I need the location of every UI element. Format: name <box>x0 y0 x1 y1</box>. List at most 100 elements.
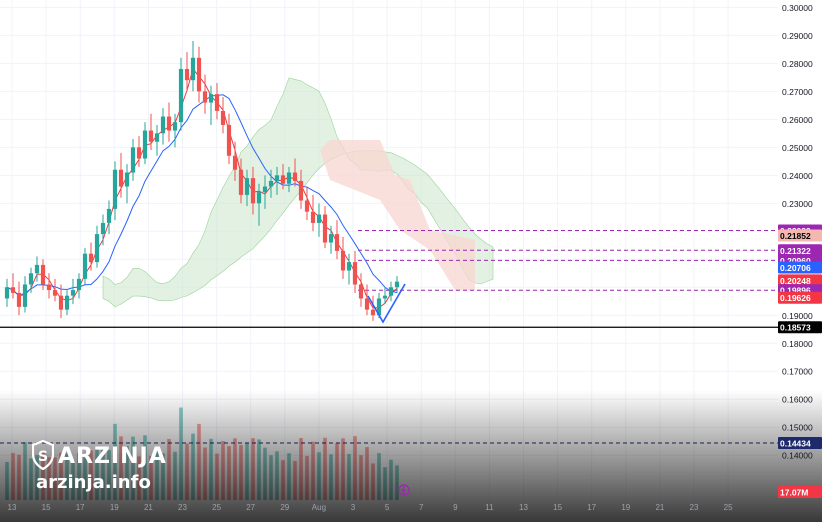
candle-body <box>196 57 202 92</box>
watermark-gradient <box>0 390 822 522</box>
candlesticks <box>4 40 400 321</box>
candle-body <box>352 262 358 285</box>
x-tick-label: 15 <box>42 503 51 512</box>
y-tick-label: 0.25000 <box>782 143 813 153</box>
candle-body <box>172 122 178 131</box>
ichimoku-cloud <box>102 77 494 308</box>
candle-body <box>328 234 334 243</box>
candle-body <box>268 180 274 187</box>
x-tick-label: 3 <box>351 503 356 512</box>
candle-body <box>28 273 34 285</box>
candle-body <box>208 94 214 103</box>
price-label-bg <box>778 229 822 242</box>
trendline-drawing[interactable] <box>367 283 406 324</box>
x-tick-label: 23 <box>178 503 187 512</box>
candle-body <box>220 110 226 125</box>
price-label-text: 17.07M <box>780 488 808 498</box>
candle-body <box>358 284 364 299</box>
cloud-bull <box>102 77 494 308</box>
candle-body <box>316 214 322 223</box>
candle-body <box>238 169 244 195</box>
lightning-icon[interactable] <box>398 484 410 496</box>
x-tick-label: 17 <box>587 503 596 512</box>
price-label: 0.18573 <box>778 321 822 334</box>
y-tick-label: 0.15000 <box>782 423 813 433</box>
candle-body <box>10 287 16 293</box>
x-tick-label: 19 <box>621 503 630 512</box>
price-label-text: 0.20960 <box>780 256 811 266</box>
candle-body <box>52 290 58 296</box>
candle-body <box>136 147 142 159</box>
candle-body <box>346 262 352 271</box>
candle-body <box>322 214 328 243</box>
indicator-lines <box>6 67 398 309</box>
candle-body <box>382 295 388 299</box>
candle-body <box>202 91 208 103</box>
x-tick-label: 19 <box>110 503 119 512</box>
candle-body <box>166 116 172 131</box>
price-label: 0.21852 <box>778 229 822 242</box>
candle-body <box>310 211 316 223</box>
y-tick-label: 0.29000 <box>782 31 813 41</box>
y-tick-label: 0.23000 <box>782 199 813 209</box>
time-axis[interactable]: 13 15 17 19 21 23 25 27 29 Aug 3 5 7 9 11 13 15 17 19 21 23 2… <box>8 503 734 512</box>
x-tick-label: 25 <box>212 503 221 512</box>
brand-name: ARZINJA <box>58 444 167 469</box>
candle-body <box>82 253 88 279</box>
price-axis[interactable]: 0.30000 0.29000 0.28000 0.27000 0.26000 0.250… <box>782 3 813 461</box>
cloud-bear <box>320 140 475 290</box>
candle-body <box>100 222 106 235</box>
y-tick-label: 0.18000 <box>782 339 813 349</box>
y-tick-label: 0.28000 <box>782 59 813 69</box>
candle-body <box>70 290 76 296</box>
candle-body <box>46 284 52 291</box>
candle-body <box>4 287 10 299</box>
price-label-bg <box>778 321 822 334</box>
candle-body <box>250 178 256 204</box>
candle-body <box>304 200 310 212</box>
x-tick-label: 9 <box>453 503 458 512</box>
price-label-bg <box>778 261 822 274</box>
price-label-text: 0.18573 <box>780 323 811 333</box>
candle-body <box>124 172 130 187</box>
brand-url: arzinja.info <box>36 472 151 493</box>
candle-body <box>142 130 148 159</box>
candle-body <box>94 234 100 263</box>
candle-body <box>34 264 40 274</box>
price-label-text: 0.14434 <box>780 439 811 449</box>
kijun-line <box>6 94 398 297</box>
x-tick-label: Aug <box>312 503 326 512</box>
candle-body <box>214 94 220 111</box>
price-label: 0.20248 <box>778 274 822 287</box>
candle-body <box>232 155 238 170</box>
y-tick-label: 0.16000 <box>782 395 813 405</box>
x-tick-label: 17 <box>76 503 85 512</box>
x-tick-label: 13 <box>519 503 528 512</box>
candle-body <box>118 169 124 187</box>
x-tick-label: 29 <box>280 503 289 512</box>
price-labels: 0.220290.218520.213220.209600.207060.202… <box>778 224 822 498</box>
price-label-text: 0.19896 <box>780 286 811 296</box>
shield-logo-icon: S <box>31 439 55 475</box>
price-label-bg <box>778 486 822 498</box>
candle-body <box>262 186 268 193</box>
price-label: 0.20706 <box>778 261 822 274</box>
x-tick-label: 11 <box>485 503 494 512</box>
candle-body <box>226 124 232 156</box>
candle-body <box>370 309 376 316</box>
candle-body <box>58 295 64 310</box>
candle-body <box>178 68 184 123</box>
candle-body <box>394 281 400 288</box>
price-label-text: 0.21322 <box>780 246 811 256</box>
price-label: 17.07M <box>778 486 822 498</box>
candle-body <box>340 250 346 271</box>
price-label-bg <box>778 244 822 257</box>
x-tick-label: 21 <box>144 503 153 512</box>
trendline <box>367 283 406 324</box>
price-label: 0.19626 <box>778 291 822 304</box>
y-tick-label: 0.19000 <box>782 311 813 321</box>
candle-body <box>112 169 118 209</box>
candle-body <box>22 284 28 307</box>
candle-body <box>364 298 370 310</box>
